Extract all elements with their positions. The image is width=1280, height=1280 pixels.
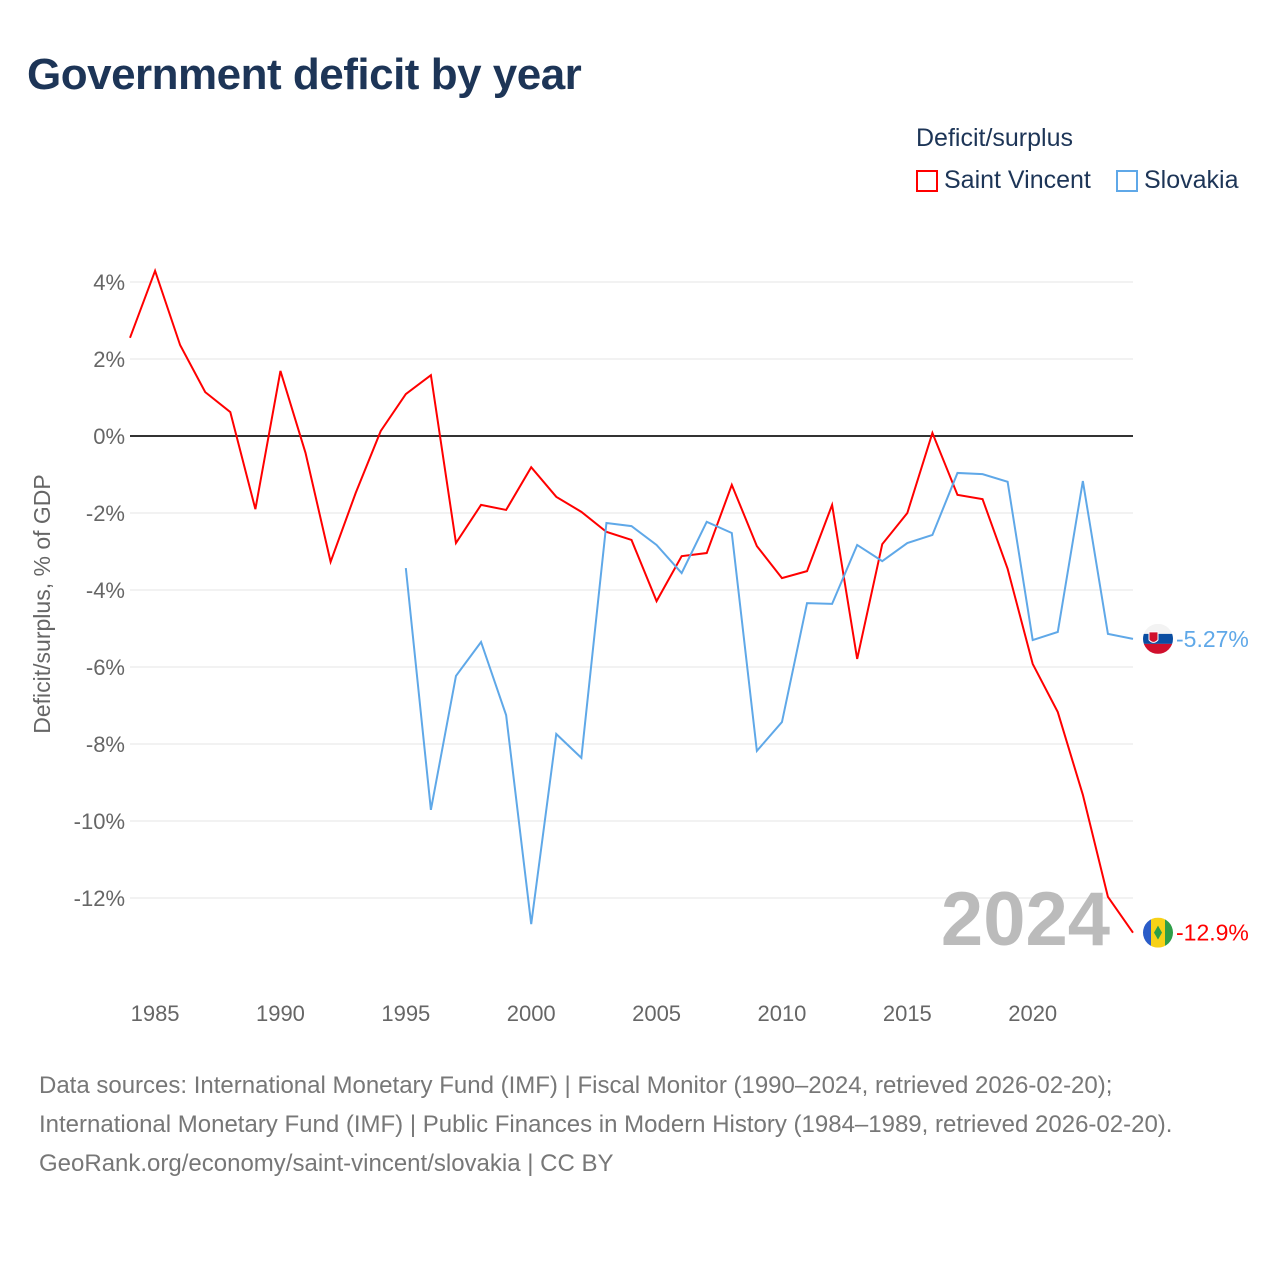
legend-swatch (1116, 169, 1138, 192)
y-tick-label: 0% (93, 424, 125, 449)
legend-item-slovakia[interactable]: Slovakia (1116, 166, 1239, 195)
x-tick-label: 1985 (131, 1001, 180, 1026)
footer: Data sources: International Monetary Fun… (39, 1066, 1239, 1183)
legend-item-saint-vincent[interactable]: Saint Vincent (916, 166, 1091, 195)
year-watermark: 2024 (941, 877, 1110, 962)
y-tick-label: -12% (74, 886, 125, 911)
y-tick-label: -4% (86, 578, 125, 603)
source-link[interactable]: GeoRank.org/economy/saint-vincent/slovak… (39, 1150, 614, 1177)
y-tick-label: -2% (86, 501, 125, 526)
legend-label: Slovakia (1144, 166, 1239, 194)
y-tick-label: -8% (86, 732, 125, 757)
y-tick-label: 2% (93, 347, 125, 372)
y-tick-label: -6% (86, 655, 125, 680)
y-tick-label: 4% (93, 270, 125, 295)
x-tick-label: 2000 (507, 1001, 556, 1026)
legend-title: Deficit/surplus (916, 124, 1073, 152)
legend-swatch (916, 169, 938, 192)
end-value-label: -12.9% (1176, 920, 1249, 946)
data-sources: Data sources: International Monetary Fun… (39, 1072, 1173, 1138)
series-line-saint-vincent (129, 267, 1134, 934)
saint-vincent-flag-icon (1143, 917, 1173, 948)
y-tick-label: -10% (74, 809, 125, 834)
x-tick-label: 2020 (1008, 1001, 1057, 1026)
x-tick-label: 1990 (256, 1001, 305, 1026)
x-tick-label: 2010 (757, 1001, 806, 1026)
slovakia-flag-icon (1143, 623, 1173, 654)
x-tick-label: 1995 (381, 1001, 430, 1026)
legend-label: Saint Vincent (944, 166, 1091, 194)
y-axis-title: Deficit/surplus, % of GDP (29, 474, 55, 733)
x-tick-label: 2005 (632, 1001, 681, 1026)
series-line-slovakia (404, 471, 1134, 925)
end-value-label: -5.27% (1176, 626, 1249, 652)
page-title: Government deficit by year (27, 50, 582, 99)
x-tick-label: 2015 (883, 1001, 932, 1026)
